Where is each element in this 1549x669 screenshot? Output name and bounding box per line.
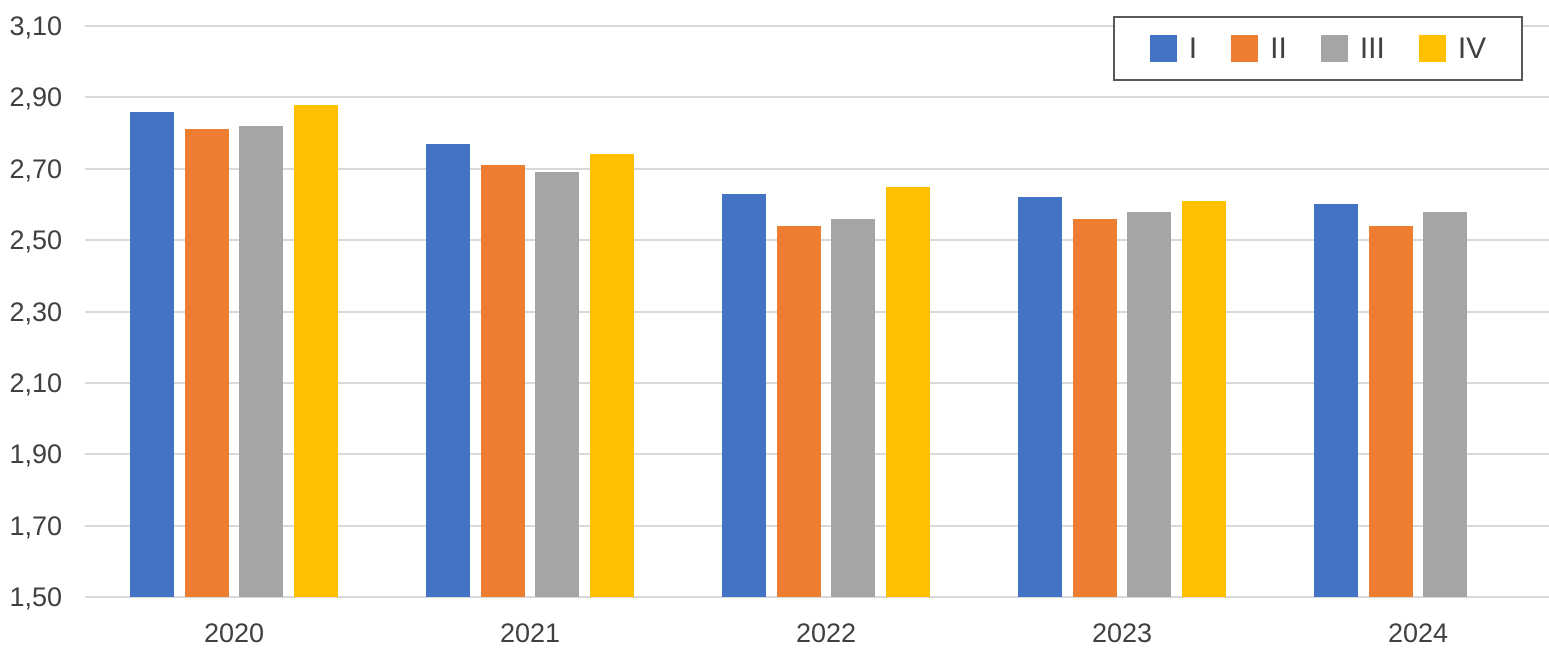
legend-item-III: III <box>1320 31 1385 65</box>
bar-2021-IV <box>589 154 634 597</box>
gridline <box>85 25 1549 27</box>
y-tick-label: 2,90 <box>9 82 62 113</box>
y-tick-label: 1,90 <box>9 439 62 470</box>
legend-swatch-II <box>1231 35 1259 62</box>
gridline <box>85 596 1549 598</box>
x-tick-label-2023: 2023 <box>1091 618 1153 648</box>
legend-label: I <box>1188 31 1198 65</box>
bar-2023-III <box>1127 211 1172 597</box>
x-tick-label-2024: 2024 <box>1387 618 1449 648</box>
x-tick-label-2022: 2022 <box>795 618 857 648</box>
bar-2021-III <box>535 172 580 597</box>
y-tick-label: 1,70 <box>9 510 62 541</box>
legend-label: II <box>1270 31 1287 65</box>
legend: I II III IV <box>1113 16 1523 81</box>
bar-2022-II <box>776 225 821 597</box>
x-tick-label-2020: 2020 <box>203 618 265 648</box>
y-tick-label: 2,30 <box>9 296 62 327</box>
legend-item-I: I <box>1149 31 1198 65</box>
bar-2024-I <box>1314 204 1359 597</box>
y-tick-label: 2,50 <box>9 225 62 256</box>
y-tick-label: 2,70 <box>9 153 62 184</box>
bar-2023-IV <box>1181 200 1226 597</box>
gridline <box>85 96 1549 99</box>
legend-swatch-IV <box>1418 35 1446 62</box>
bar-2021-II <box>480 165 525 597</box>
legend-item-IV: IV <box>1418 31 1487 65</box>
y-tick-label: 1,50 <box>9 582 62 612</box>
bar-2022-III <box>831 218 876 597</box>
bar-2020-III <box>239 125 284 597</box>
bar-2020-IV <box>293 104 338 597</box>
legend-label: IV <box>1457 31 1487 65</box>
gridline <box>85 167 1549 170</box>
bar-2020-I <box>130 111 175 597</box>
bar-2023-II <box>1072 218 1117 597</box>
bar-2021-I <box>426 143 471 597</box>
bar-2024-II <box>1368 225 1413 597</box>
bar-2020-II <box>184 129 229 597</box>
legend-swatch-I <box>1149 35 1177 62</box>
y-tick-label: 3,10 <box>9 11 62 41</box>
legend-label: III <box>1359 31 1385 65</box>
legend-item-II: II <box>1231 31 1287 65</box>
x-tick-label-2021: 2021 <box>499 618 561 648</box>
bar-2022-IV <box>885 186 930 597</box>
bar-2023-I <box>1018 197 1063 597</box>
bar-2024-III <box>1423 211 1468 597</box>
bar-2022-I <box>722 193 767 597</box>
y-tick-label: 2,10 <box>9 367 62 398</box>
legend-swatch-III <box>1320 35 1348 62</box>
